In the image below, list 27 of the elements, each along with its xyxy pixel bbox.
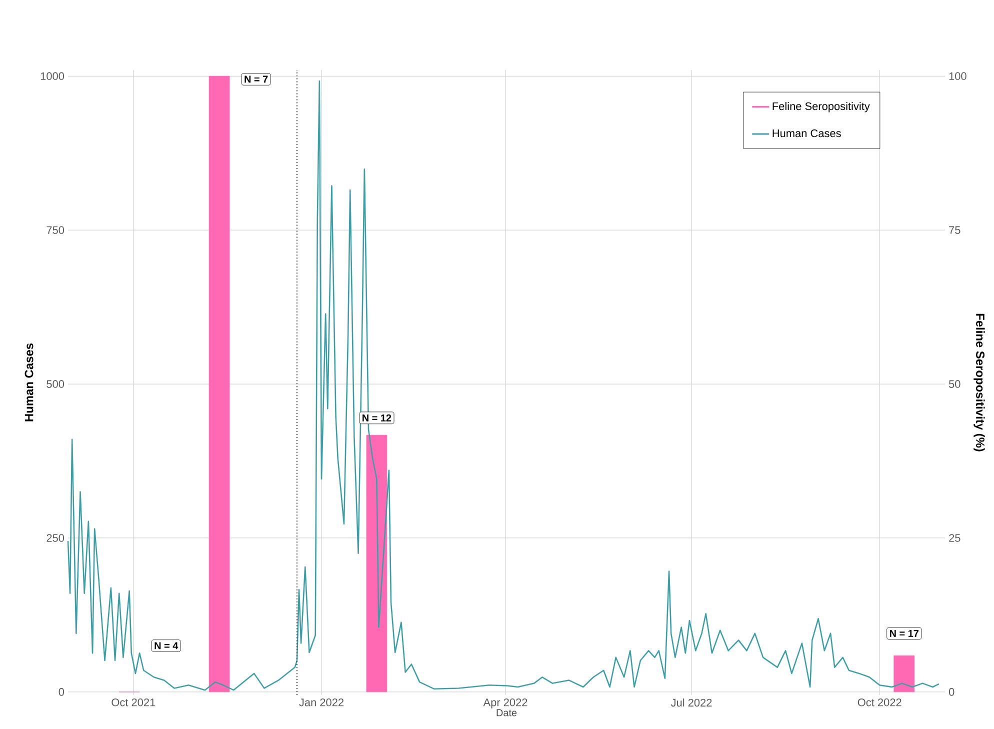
bar	[366, 434, 388, 692]
y-axis-title: Human Cases	[24, 343, 34, 422]
y2-tick-label: 25	[949, 534, 960, 542]
annotation: N = 7	[244, 76, 268, 83]
bar	[208, 76, 230, 692]
annotation: N = 12	[362, 414, 392, 422]
x-tick-label: Jan 2022	[299, 698, 344, 706]
bar	[894, 655, 915, 692]
y-tick-label: 250	[46, 534, 64, 542]
x-tick-label: Oct 2022	[858, 698, 902, 706]
y2-tick-label: 75	[949, 226, 960, 234]
y2-tick-label: 0	[948, 688, 954, 696]
y-tick-label: 0	[58, 688, 64, 696]
y-tick-label: 500	[46, 380, 64, 388]
y2-tick-label: 100	[949, 72, 966, 80]
y-tick-label: 750	[46, 226, 64, 234]
annotation: N = 17	[890, 630, 918, 637]
legend-label: Human Cases	[772, 129, 841, 138]
y2-tick-label: 50	[948, 380, 960, 388]
y2-axis-title: Feline Seropositivity (%)	[974, 314, 985, 452]
x-tick-label: Jul 2022	[670, 698, 712, 707]
annotation: N = 4	[154, 642, 178, 650]
y-tick-label: 1000	[40, 72, 64, 80]
x-tick-label: Oct 2021	[112, 698, 156, 706]
legend-label: Feline Seropositivity	[772, 102, 870, 112]
x-axis-title: Date	[496, 709, 517, 716]
x-tick-label: Apr 2022	[483, 698, 528, 708]
